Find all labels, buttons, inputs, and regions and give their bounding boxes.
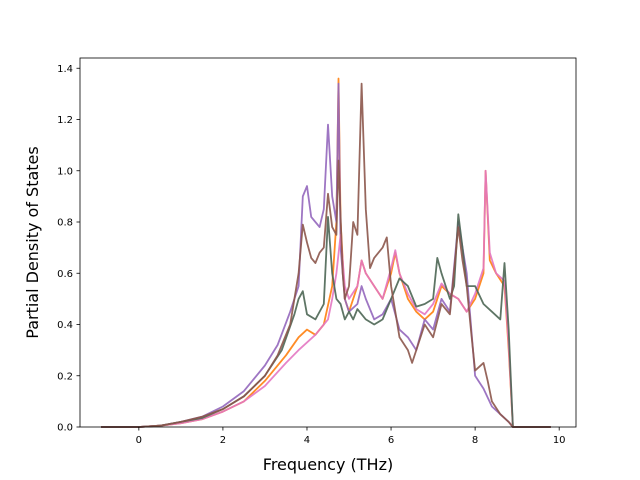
y-tick-label: 1.0 [57, 166, 73, 177]
x-tick-label: 2 [220, 435, 226, 446]
x-axis-label: Frequency (THz) [263, 455, 393, 474]
x-tick-label: 10 [553, 435, 566, 446]
y-tick-label: 1.4 [57, 64, 73, 75]
x-tick-label: 6 [388, 435, 394, 446]
series-layer [101, 77, 551, 428]
y-axis-ticks: 0.0 0.2 0.4 0.6 0.8 1.0 1.2 1.4 [57, 64, 80, 434]
y-tick-label: 0.8 [57, 218, 73, 229]
series-line-3 [101, 169, 551, 428]
axes-frame [79, 57, 577, 428]
y-tick-label: 0.4 [57, 320, 73, 331]
x-tick-label: 0 [136, 435, 142, 446]
y-tick-label: 0.6 [57, 269, 73, 280]
y-axis-label: Partial Density of States [23, 146, 42, 338]
y-tick-label: 1.2 [57, 115, 73, 126]
plot-area [79, 57, 577, 428]
y-tick-label: 0.0 [57, 423, 73, 434]
x-axis-ticks: 0 2 4 6 8 10 [136, 427, 566, 446]
x-tick-label: 4 [304, 435, 310, 446]
series-line-2 [101, 82, 551, 428]
series-line-5 [101, 82, 551, 428]
y-tick-label: 0.2 [57, 371, 73, 382]
x-tick-label: 8 [472, 435, 478, 446]
